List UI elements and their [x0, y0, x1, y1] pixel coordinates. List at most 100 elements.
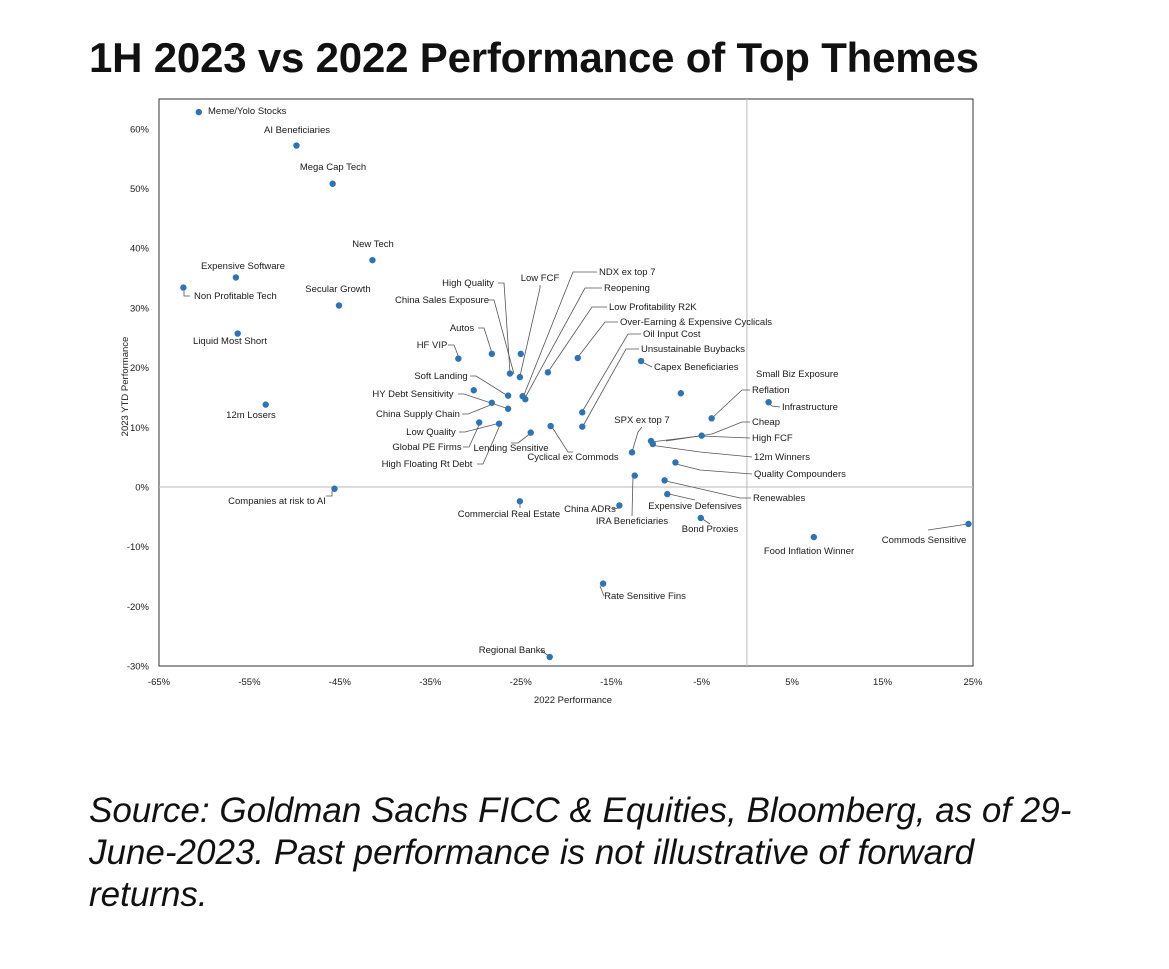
data-label: Commods Sensitive [882, 535, 966, 546]
data-point[interactable]: Reopening [522, 396, 529, 403]
data-point[interactable]: Unsustainable Buybacks [579, 423, 586, 430]
leader-line [498, 282, 511, 374]
data-point[interactable]: Mega Cap Tech [329, 180, 336, 187]
data-point[interactable]: Small Biz Exposure [677, 390, 685, 397]
data-label: 12m Winners [754, 452, 810, 463]
y-tick-label: 30% [130, 303, 150, 314]
leader-line [577, 321, 618, 358]
leader-line [665, 480, 751, 499]
source-note: Source: Goldman Sachs FICC & Equities, B… [89, 791, 1072, 914]
data-point[interactable]: Meme/Yolo Stocks [195, 108, 202, 116]
data-point[interactable]: Autos [488, 350, 496, 358]
y-tick-label: 0% [135, 482, 149, 493]
data-label: Lending Sensitive [474, 443, 549, 454]
data-point[interactable]: IRA Beneficiaries [616, 502, 623, 509]
data-point[interactable]: Companies at risk to AI [331, 485, 338, 492]
data-point[interactable]: 12m Losers [262, 401, 269, 408]
y-tick-label: 60% [130, 124, 150, 135]
leader-line [470, 375, 509, 397]
plot-frame [158, 98, 974, 667]
data-point[interactable]: Soft Landing [470, 387, 477, 394]
data-point[interactable]: Rate Sensitive Fins [599, 580, 607, 587]
y-axis-label: 2023 YTD Performance [120, 337, 131, 437]
data-point[interactable]: Food Inflation Winner [810, 533, 818, 541]
data-label: Rate Sensitive Fins [604, 591, 686, 602]
leader-line [458, 393, 510, 410]
data-point[interactable]: Commercial Real Estate [516, 498, 524, 505]
data-point[interactable]: Bond Proxies [697, 514, 704, 522]
leader-line [599, 585, 605, 597]
data-point[interactable]: Regional Banks [546, 653, 553, 661]
data-point[interactable]: Cyclical ex Commods [547, 422, 554, 430]
data-point[interactable]: Capex Beneficiaries [637, 357, 645, 365]
data-point[interactable]: Infrastructure [765, 398, 772, 406]
data-point[interactable]: HY Debt Sensitivity [504, 392, 512, 399]
leader-line [523, 271, 597, 396]
data-point[interactable]: New Tech [369, 256, 376, 264]
data-label: Bond Proxies [682, 524, 739, 535]
data-point[interactable]: Expensive Software [232, 274, 240, 281]
data-label: IRA Beneficiaries [596, 516, 669, 527]
data-point[interactable]: Commods Sensitive [965, 520, 972, 528]
data-point[interactable]: 12m Winners [649, 440, 657, 448]
y-tick-label: 40% [130, 244, 150, 255]
leader-line [551, 426, 573, 453]
data-point[interactable]: China ADRs [631, 472, 638, 479]
data-label: 12m Losers [226, 410, 276, 421]
data-point[interactable]: Low FCF [517, 350, 524, 358]
data-point[interactable]: Renewables [661, 477, 668, 484]
data-point[interactable]: Cheap [698, 432, 705, 439]
data-label: High FCF [752, 433, 793, 444]
y-tick-label: -20% [127, 602, 150, 613]
data-point[interactable]: Secular Growth [335, 302, 343, 309]
leader-line [326, 491, 333, 497]
data-point[interactable]: Expensive Defensives [664, 490, 671, 498]
data-point[interactable]: Global PE Firms [475, 419, 483, 426]
data-point[interactable]: Low Profitability R2K [544, 369, 552, 376]
data-label: New Tech [352, 239, 394, 250]
data-point[interactable]: HF VIP [455, 355, 462, 362]
data-point[interactable]: AI Beneficiaries [293, 142, 300, 149]
x-tick-label: -35% [419, 677, 442, 688]
data-label: Liquid Most Short [193, 336, 267, 347]
x-axis-label: 2022 Performance [534, 695, 612, 706]
data-label: Meme/Yolo Stocks [208, 106, 287, 117]
data-label: NDX ex top 7 [599, 267, 656, 278]
data-label: Over-Earning & Expensive Cyclicals [620, 317, 772, 328]
leader-line [477, 424, 501, 465]
x-tick-label: -65% [148, 677, 171, 688]
leader-line [675, 463, 753, 475]
data-point[interactable]: SPX ex top 7 [628, 449, 636, 456]
data-label: Commercial Real Estate [458, 509, 560, 520]
data-point[interactable]: High Quality [506, 370, 514, 377]
data-point[interactable]: China Supply Chain [488, 399, 496, 406]
x-tick-label: 15% [873, 677, 893, 688]
data-point[interactable]: Non Profitable Tech [180, 284, 187, 291]
x-tick-label: -15% [600, 677, 623, 688]
data-label: HY Debt Sensitivity [372, 389, 453, 400]
scatter-chart: -65% -55% -45% -35% -25% -15% -5% 5% 15% 25% -30% -… [120, 98, 983, 706]
data-label: Low Profitability R2K [609, 302, 697, 313]
data-point[interactable]: High Floating Rt Debt [495, 420, 503, 427]
data-point[interactable]: Low Quality [504, 405, 512, 412]
y-tick-label: 20% [130, 363, 150, 374]
data-point[interactable]: Oil Input Cost [579, 409, 586, 416]
leader-line [668, 493, 696, 501]
leader-line [631, 475, 634, 517]
data-point[interactable]: China Sales Exposure [516, 373, 524, 381]
data-label: China Sales Exposure [395, 295, 489, 306]
leader-line [649, 444, 753, 458]
x-tick-label: -5% [693, 677, 710, 688]
leader-line [582, 348, 639, 427]
data-point[interactable]: Lending Sensitive [527, 429, 534, 436]
data-point[interactable]: Reflation [708, 415, 715, 422]
leader-line [631, 426, 643, 453]
x-tick-label: -45% [329, 677, 352, 688]
data-point[interactable]: Liquid Most Short [234, 330, 241, 337]
leader-line [581, 333, 641, 413]
leader-line [665, 421, 750, 442]
data-point[interactable]: Over-Earning & Expensive Cyclicals [574, 354, 581, 362]
leader-line [462, 403, 494, 415]
leader-line [524, 287, 602, 399]
data-point[interactable]: Quality Compounders [672, 459, 679, 466]
